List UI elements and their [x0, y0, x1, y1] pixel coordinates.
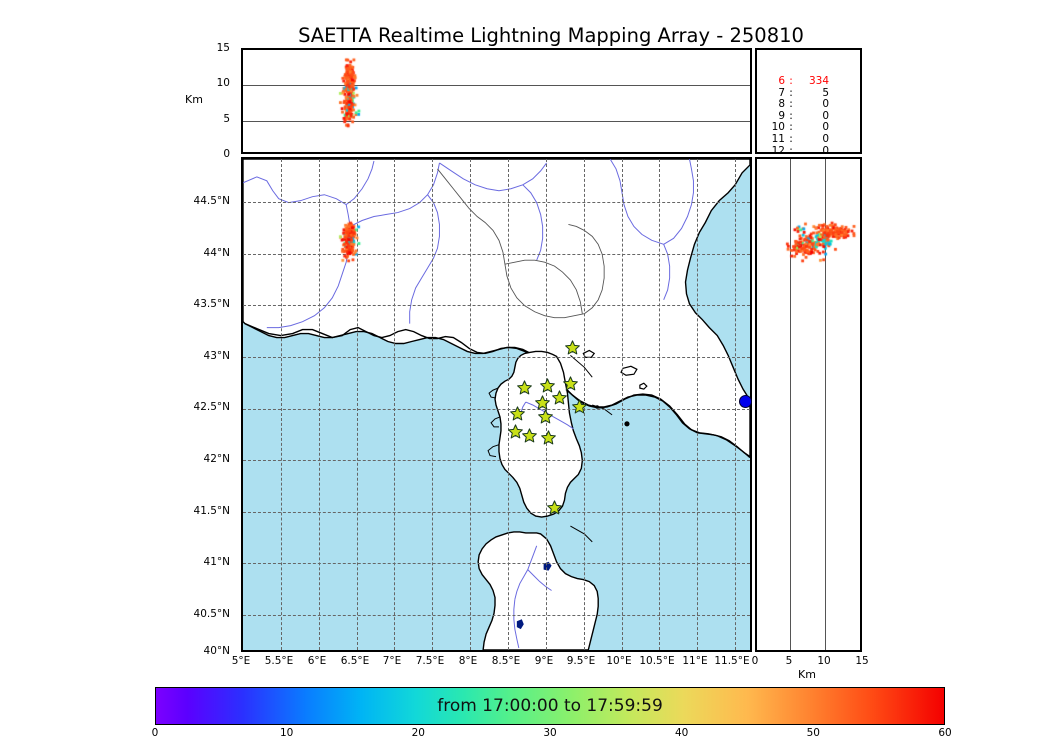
- table-row: 12 : 0: [765, 144, 829, 154]
- ytick-lat-41: 41°N: [203, 556, 230, 568]
- stat-count: 334: [808, 75, 829, 87]
- stat-count: 0: [822, 121, 829, 134]
- stat-stations: 9: [778, 109, 785, 122]
- xtick-alt-0: 0: [751, 655, 759, 667]
- stat-sep: :: [789, 75, 793, 87]
- xtick-lon-11: 11°E: [682, 655, 708, 667]
- ytick-lat-42.5: 42.5°N: [193, 401, 230, 413]
- ytick-top-0: 0: [223, 148, 230, 160]
- stat-sep: :: [789, 132, 793, 145]
- ytick-lat-42: 42°N: [203, 453, 230, 465]
- stat-sep: :: [789, 86, 793, 99]
- xtick-lon-5.5: 5.5°E: [264, 655, 294, 667]
- xtick-lon-7: 7°E: [382, 655, 402, 667]
- xtick-lon-9: 9°E: [534, 655, 554, 667]
- xtick-alt-15: 15: [855, 655, 869, 667]
- stat-stations: 12: [771, 144, 785, 154]
- xtick-lon-6: 6°E: [307, 655, 327, 667]
- ytick-lat-40.5: 40.5°N: [193, 608, 230, 620]
- stat-count: 5: [822, 86, 829, 99]
- ytick-lat-40: 40°N: [203, 645, 230, 657]
- stat-sep: :: [789, 98, 793, 111]
- xtick-alt-5: 5: [785, 655, 793, 667]
- table-row: 6 : 334: [765, 75, 829, 88]
- cbtick-30: 30: [543, 727, 557, 739]
- stat-sep: :: [789, 121, 793, 134]
- lightning-map-panel: [241, 157, 752, 652]
- height-vs-longitude-panel: [241, 48, 752, 154]
- stat-count: 0: [822, 98, 829, 111]
- table-row: 10 : 0: [765, 122, 829, 134]
- table-row: 8 : 0: [765, 99, 829, 111]
- xtick-lon-10: 10°E: [606, 655, 632, 667]
- ytick-lat-44.5: 44.5°N: [193, 195, 230, 207]
- page-title: SAETTA Realtime Lightning Mapping Array …: [298, 24, 804, 47]
- colorbar-time-label: from 17:00:00 to 17:59:59: [437, 696, 663, 716]
- table-row: 9 : 0: [765, 109, 829, 123]
- blue-marker-icon: [738, 394, 752, 408]
- xlabel-right-km: Km: [798, 668, 816, 681]
- xtick-lon-9.5: 9.5°E: [566, 655, 596, 667]
- stat-stations: 6: [778, 75, 785, 87]
- height-vs-latitude-panel: [755, 157, 862, 652]
- xtick-lon-10.5: 10.5°E: [639, 655, 675, 667]
- table-row: 7 : 5: [765, 86, 829, 100]
- station-count-panel: 6 : 334 7 : 5 8 : 0 9 : 0: [755, 48, 862, 154]
- xtick-lon-8.5: 8.5°E: [491, 655, 521, 667]
- lightning-sources-right: [757, 159, 860, 650]
- ytick-lat-41.5: 41.5°N: [193, 505, 230, 517]
- ytick-lat-43.5: 43.5°N: [193, 298, 230, 310]
- cbtick-50: 50: [806, 727, 820, 739]
- stat-stations: 11: [771, 132, 785, 145]
- lightning-sources-map: [243, 159, 750, 650]
- xtick-lon-8: 8°E: [458, 655, 478, 667]
- xtick-lon-6.5: 6.5°E: [340, 655, 370, 667]
- cbtick-10: 10: [280, 727, 294, 739]
- ytick-lat-43: 43°N: [203, 350, 230, 362]
- cbtick-20: 20: [411, 727, 425, 739]
- stat-count: 0: [822, 109, 829, 122]
- stat-stations: 8: [778, 98, 785, 111]
- xtick-alt-10: 10: [817, 655, 831, 667]
- stat-stations: 10: [771, 121, 785, 134]
- stat-count: 0: [822, 144, 829, 154]
- xtick-lon-5: 5°E: [231, 655, 251, 667]
- stat-sep: :: [789, 109, 793, 122]
- cbtick-0: 0: [151, 727, 159, 739]
- ylabel-top-km: Km: [185, 93, 203, 106]
- table-row: 11 : 0: [765, 132, 829, 146]
- colorbar-gradient: [155, 687, 945, 725]
- colorbar-container: from 17:00:00 to 17:59:59 0 10 20 30 40 …: [152, 687, 952, 739]
- xtick-lon-7.5: 7.5°E: [415, 655, 445, 667]
- ytick-top-5: 5: [223, 113, 230, 125]
- ytick-top-10: 10: [216, 77, 230, 89]
- xtick-lon-11.5: 11.5°E: [714, 655, 750, 667]
- ytick-lat-44: 44°N: [203, 247, 230, 259]
- station-count-table: 6 : 334 7 : 5 8 : 0 9 : 0: [765, 75, 829, 154]
- stat-stations: 7: [778, 86, 785, 99]
- stat-sep: :: [789, 144, 793, 154]
- cbtick-40: 40: [675, 727, 689, 739]
- lightning-sources-top: [243, 50, 750, 152]
- ytick-top-15: 15: [216, 42, 230, 54]
- cbtick-60: 60: [938, 727, 952, 739]
- stat-count: 0: [822, 132, 829, 145]
